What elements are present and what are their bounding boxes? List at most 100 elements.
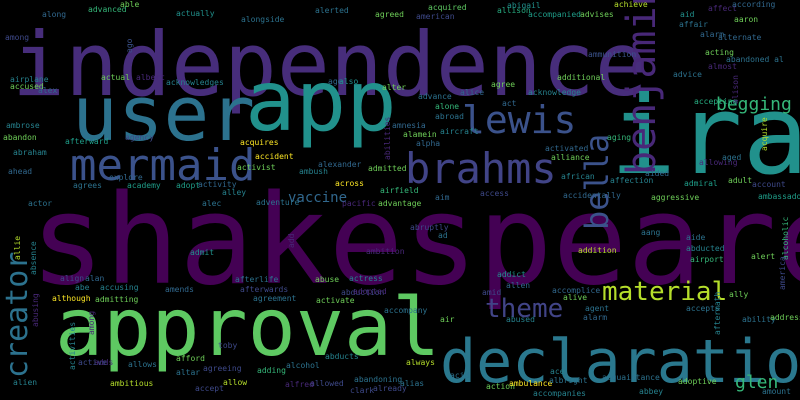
- word-abraham: abraham: [13, 148, 47, 157]
- word-afterwards: afterwards: [240, 285, 288, 294]
- word-material: material: [602, 277, 727, 307]
- word-active: active: [78, 358, 107, 367]
- word-advantage: advantage: [378, 199, 422, 208]
- word-ace: ace: [550, 367, 565, 376]
- word-actually: actually: [176, 9, 215, 18]
- word-actress: actress: [349, 274, 383, 283]
- word-acquire: acquire: [760, 117, 769, 151]
- word-aggressive: aggressive: [651, 193, 699, 202]
- word-adoptive: adoptive: [678, 377, 717, 386]
- word-airfield: airfield: [380, 186, 419, 195]
- word-african: african: [561, 172, 595, 181]
- word-agreed: agreed: [375, 10, 404, 19]
- word-abuse: abuse: [315, 275, 339, 284]
- word-albright: albright: [549, 376, 588, 385]
- word-agrees: agrees: [73, 181, 102, 190]
- word-adopted: adopted: [353, 287, 387, 296]
- word-additional: additional: [557, 73, 605, 82]
- word-alias: alias: [400, 379, 424, 388]
- word-allen: allen: [506, 281, 530, 290]
- word-acknowledges: acknowledges: [166, 78, 224, 87]
- word-addict: addict: [497, 270, 526, 279]
- word-alamein: alamein: [403, 130, 437, 139]
- word-across: across: [335, 179, 364, 188]
- word-accusing: accusing: [100, 283, 139, 292]
- word-adult: adult: [728, 176, 752, 185]
- word-toby: toby: [218, 341, 237, 350]
- word-aide: aide: [686, 233, 705, 242]
- word-explore: explore: [109, 173, 143, 182]
- word-abilities: abilities: [383, 116, 392, 160]
- word-agree: agree: [491, 80, 515, 89]
- word-begging: begging: [716, 94, 792, 115]
- word-abandon: abandon: [3, 133, 37, 142]
- word-user: user: [72, 69, 255, 158]
- word-alliance: alliance: [551, 153, 590, 162]
- word-advises: advises: [580, 10, 614, 19]
- word-alley: alley: [222, 188, 246, 197]
- word-alcoholic: alcoholic: [781, 216, 790, 260]
- word-creator: creator: [0, 252, 35, 378]
- word-abe: abe: [75, 283, 90, 292]
- word-afterward: afterward: [65, 137, 109, 146]
- word-pacific: pacific: [342, 199, 376, 208]
- word-accompanied: accompanied: [528, 10, 581, 19]
- word-acknowledge: acknowledge: [528, 88, 581, 97]
- word-alfred: alfred: [285, 380, 314, 389]
- word-lewis: lewis: [462, 98, 576, 142]
- word-amends: amends: [165, 285, 194, 294]
- word-glen: glen: [735, 372, 778, 393]
- word-add: add: [287, 233, 296, 248]
- word-altar: altar: [176, 368, 200, 377]
- word-aaron: aaron: [734, 15, 758, 24]
- word-able: able: [120, 0, 139, 9]
- word-also: also: [339, 77, 358, 86]
- word-ago: ago: [125, 38, 134, 53]
- word-affect: affect: [708, 4, 737, 13]
- word-acting: acting: [705, 48, 734, 57]
- word-addition: addition: [578, 246, 617, 255]
- word-allison: allison: [497, 6, 531, 15]
- word-approval: approval: [55, 281, 440, 374]
- word-activated: activated: [545, 144, 589, 153]
- word-advance: advance: [418, 92, 452, 101]
- word-ahead: ahead: [8, 167, 32, 176]
- word-albert: albert: [136, 73, 165, 82]
- word-alex: alex: [38, 86, 57, 95]
- word-ira: ira: [610, 71, 800, 199]
- word-allie: allie: [13, 236, 22, 260]
- word-abandoned-al: abandoned al: [726, 55, 784, 64]
- word-align: align: [60, 274, 84, 283]
- word-aftermath: aftermath: [713, 291, 722, 335]
- word-affection: affection: [610, 176, 654, 185]
- word-benjamin: benjamin: [619, 0, 665, 175]
- word-ambrose: ambrose: [6, 121, 40, 130]
- word-air: air: [440, 315, 455, 324]
- word-clark: clark: [350, 386, 374, 395]
- word-amnesia: amnesia: [392, 121, 426, 130]
- word-address: address: [770, 313, 800, 322]
- word-alone: alone: [435, 102, 459, 111]
- word-aged: aged: [722, 153, 741, 162]
- word-actor: actor: [28, 199, 52, 208]
- word-alter: alter: [382, 83, 406, 92]
- word-ability: ability: [742, 315, 776, 324]
- word-afford: afford: [176, 354, 205, 363]
- word-allow: allow: [223, 378, 247, 387]
- word-achieve: achieve: [614, 0, 648, 9]
- word-admitting: admitting: [95, 295, 139, 304]
- word-ally: ally: [729, 290, 748, 299]
- word-ambition: ambition: [366, 247, 405, 256]
- word-aid: aid: [680, 10, 695, 19]
- word-adventure: adventure: [256, 198, 300, 207]
- word-actual: actual: [101, 73, 130, 82]
- word-act: act: [502, 99, 517, 108]
- word-among: among: [87, 311, 96, 335]
- word-alcohol: alcohol: [286, 361, 320, 370]
- word-afterlife: afterlife: [235, 275, 279, 284]
- word-agency: agency: [125, 133, 154, 142]
- word-abused: abused: [506, 315, 535, 324]
- word-abduction: abduction: [341, 288, 385, 297]
- word-abducts: abducts: [325, 352, 359, 361]
